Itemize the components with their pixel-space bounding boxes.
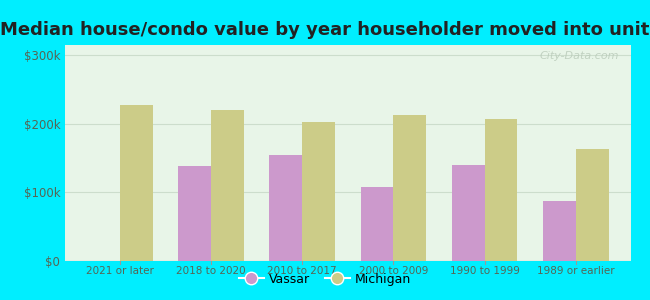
Bar xyxy=(543,201,576,261)
Bar xyxy=(302,122,335,261)
Bar xyxy=(361,187,393,261)
Bar xyxy=(178,167,211,261)
Bar xyxy=(269,155,302,261)
Bar xyxy=(211,110,244,261)
Text: City-Data.com: City-Data.com xyxy=(540,52,619,61)
Text: Median house/condo value by year householder moved into unit: Median house/condo value by year househo… xyxy=(0,21,650,39)
Bar xyxy=(576,149,608,261)
Bar xyxy=(452,165,484,261)
Bar xyxy=(484,119,517,261)
Bar xyxy=(393,115,426,261)
Bar xyxy=(120,105,153,261)
Legend: Vassar, Michigan: Vassar, Michigan xyxy=(234,268,416,291)
